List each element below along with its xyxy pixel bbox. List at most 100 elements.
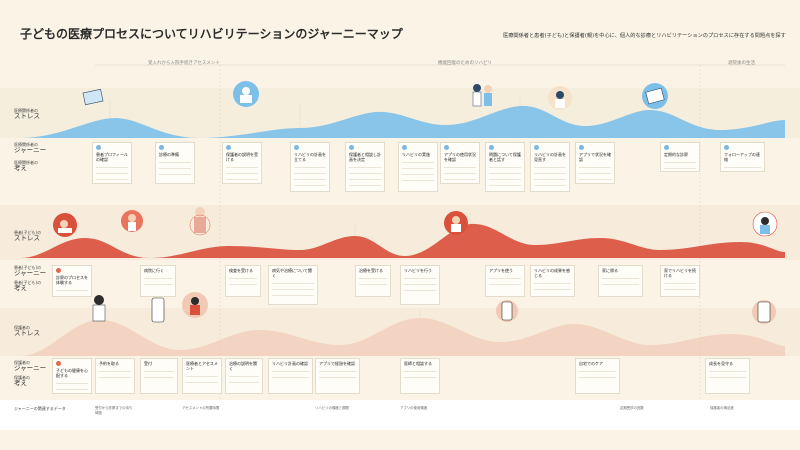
row-label-staff-journey: 医療関係者の ジャーニー bbox=[14, 142, 46, 154]
card-title: 治療の説明を聞く bbox=[229, 361, 257, 371]
row-label-title: 考え bbox=[14, 379, 27, 387]
parent-card: 成長を見守る bbox=[705, 358, 750, 394]
phase-label: 受入れから入院手続きアセスメント bbox=[148, 61, 220, 66]
row-label-sub: ジャーニーの関連するデータ bbox=[14, 406, 66, 411]
staff-card: フォローアップの連絡 bbox=[720, 142, 765, 172]
staff-card: 保護者と相談し計画を決定 bbox=[345, 142, 385, 192]
row-label-title: ストレス bbox=[14, 112, 40, 120]
phone-illustration bbox=[752, 296, 776, 328]
step-marker bbox=[444, 145, 449, 150]
row-label-sub: 保護者の bbox=[14, 325, 30, 330]
row-label-footer: ジャーニーの関連するデータ bbox=[14, 406, 74, 411]
card-title: 成長を見守る bbox=[709, 361, 733, 366]
child-card: リハビリを行う bbox=[400, 265, 440, 305]
doctor-illustration bbox=[468, 80, 496, 108]
parent-card: 医師と相談する bbox=[400, 358, 440, 394]
card-title: リハビリ計画の確認 bbox=[272, 361, 308, 366]
parent-card: 治療の説明を聞く bbox=[225, 358, 263, 394]
card-title: フォローアップの連絡 bbox=[724, 152, 760, 162]
row-label-sub: 患者(子ども)の bbox=[14, 265, 42, 270]
row-label-sub: 保護者の bbox=[14, 360, 30, 365]
parent-card: リハビリ計画の確認 bbox=[268, 358, 313, 394]
doctor-illustration bbox=[80, 85, 106, 109]
step-marker bbox=[664, 145, 669, 150]
step-marker bbox=[294, 145, 299, 150]
child-card: 病気や治療について聞く bbox=[268, 265, 318, 305]
child-illustration bbox=[120, 208, 144, 234]
row-label-sub: 保護者の bbox=[14, 375, 30, 380]
row-label-parent-thought: 保護者の 考え bbox=[14, 375, 30, 387]
row-label-sub: 医療関係者の bbox=[14, 142, 38, 147]
card-title: 定期的な診察 bbox=[664, 152, 688, 157]
step-marker bbox=[226, 145, 231, 150]
card-title: 診療の準備 bbox=[159, 152, 179, 157]
footer-note: 保護者の満足度 bbox=[710, 406, 734, 410]
footer-band bbox=[0, 400, 800, 430]
card-title: 保護者の説明を受ける bbox=[226, 152, 258, 162]
step-marker bbox=[56, 268, 61, 273]
card-title: リハビリの実施 bbox=[402, 152, 430, 157]
child-illustration bbox=[752, 210, 778, 238]
card-title: 自宅でのケア bbox=[579, 361, 603, 366]
card-title: 医療者とアセスメント bbox=[186, 361, 218, 371]
step-marker bbox=[159, 145, 164, 150]
row-label-sub: 患者(子ども)の bbox=[14, 230, 42, 235]
parent-card: アプリで経過を確認 bbox=[315, 358, 360, 394]
doctor-illustration bbox=[640, 82, 670, 110]
card-title: 病院に行く bbox=[144, 268, 164, 273]
phase-label: 退院後の生活 bbox=[728, 61, 755, 66]
phone-illustration bbox=[496, 296, 518, 326]
child-illustration bbox=[188, 205, 212, 239]
row-label-title: ストレス bbox=[14, 329, 40, 337]
row-label-parent-stress: 保護者の ストレス bbox=[14, 325, 40, 337]
row-label-child-thought: 患者(子ども)の 考え bbox=[14, 280, 41, 292]
phase-label: 機能回復のためのリハビリ bbox=[438, 61, 492, 66]
parent-card: 医療者とアセスメント bbox=[182, 358, 222, 394]
card-title: 家でリハビリを続ける bbox=[664, 268, 696, 278]
card-title: アプリの使用状況を確認 bbox=[444, 152, 476, 162]
card-title: リハビリの計画を立てる bbox=[294, 152, 326, 162]
parent-card: 子どもの健康を心配する bbox=[52, 358, 92, 394]
parent-stress-wave bbox=[20, 318, 785, 356]
child-card: 治療を受ける bbox=[355, 265, 391, 297]
footer-note: 受付から診察までの待ち時間 bbox=[95, 406, 133, 415]
step-marker bbox=[579, 145, 584, 150]
staff-card: 患者プロフィールの確認 bbox=[92, 142, 132, 184]
step-marker bbox=[534, 145, 539, 150]
footer-note: 定期受診の回数 bbox=[620, 406, 644, 410]
row-label-title: ジャーニー bbox=[14, 146, 47, 154]
staff-stress-wave bbox=[20, 105, 785, 138]
parent-card: 予約を取る bbox=[95, 358, 135, 394]
child-stress-wave bbox=[20, 223, 785, 258]
page-title: 子どもの医療プロセスについてリハビリテーションのジャーニーマップ bbox=[20, 27, 403, 41]
row-label-child-journey: 患者(子ども)の ジャーニー bbox=[14, 265, 46, 277]
step-marker bbox=[402, 145, 407, 150]
row-label-staff-stress: 医療関係者の ストレス bbox=[14, 108, 40, 120]
page-subtitle: 医療関係者と患者(子ども)と保護者(親)を中心に、個人的な診療とリハビリテーショ… bbox=[503, 33, 786, 39]
parent-illustration bbox=[85, 292, 113, 324]
child-card: アプリを使う bbox=[485, 265, 525, 297]
staff-card: 問題について保護者と話す bbox=[485, 142, 525, 192]
staff-card: アプリで状況を確認 bbox=[575, 142, 615, 184]
row-label-child-stress: 患者(子ども)の ストレス bbox=[14, 230, 41, 242]
card-title: 問題について保護者と話す bbox=[489, 152, 521, 162]
card-title: 患者プロフィールの確認 bbox=[96, 152, 128, 162]
footer-note: アプリの使用頻度 bbox=[400, 406, 428, 410]
card-title: 予約を取る bbox=[99, 361, 119, 366]
card-title: 検査を受ける bbox=[229, 268, 253, 273]
phone-illustration bbox=[150, 296, 166, 324]
staff-card: リハビリの計画を立てる bbox=[290, 142, 330, 192]
staff-card: 診療の準備 bbox=[155, 142, 195, 184]
row-label-sub: 患者(子ども)の bbox=[14, 280, 42, 285]
doctor-illustration bbox=[545, 85, 575, 111]
footer-note: アセスメントの所要時間 bbox=[182, 406, 220, 410]
card-title: 診察のプロセスを体験する bbox=[56, 275, 88, 285]
staff-card: リハビリの計画を見直す bbox=[530, 142, 570, 192]
card-title: 受付 bbox=[144, 361, 152, 366]
card-title: 保護者と相談し計画を決定 bbox=[349, 152, 381, 162]
step-marker bbox=[96, 145, 101, 150]
parent-card: 自宅でのケア bbox=[575, 358, 620, 394]
step-marker bbox=[349, 145, 354, 150]
child-card: 診察のプロセスを体験する bbox=[52, 265, 92, 297]
